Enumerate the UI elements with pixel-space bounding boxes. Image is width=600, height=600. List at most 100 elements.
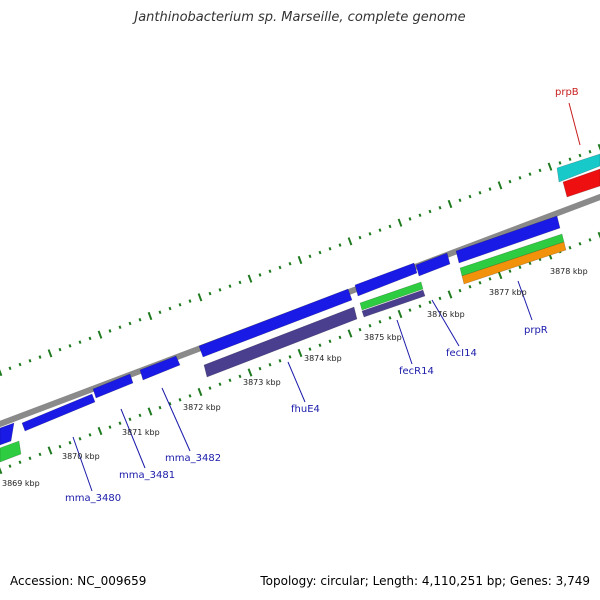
- outer-minor-tick: [338, 243, 342, 247]
- outer-minor-tick: [508, 179, 512, 184]
- inner-minor-tick: [18, 460, 22, 464]
- inner-minor-tick: [178, 398, 182, 402]
- map-title: Janthinobacterium sp. Marseille, complet…: [134, 10, 466, 25]
- inner-minor-tick: [468, 284, 472, 289]
- outer-minor-tick: [478, 191, 482, 195]
- gene-arrow-fhuE4-upper[interactable]: [198, 288, 353, 358]
- inner-major-tick: [347, 329, 353, 338]
- outer-major-tick: [347, 237, 353, 246]
- gene-arrow-fecR14[interactable]: [361, 289, 426, 318]
- outer-major-tick: [597, 143, 600, 151]
- inner-minor-tick: [418, 304, 422, 308]
- gene-arrow-prpB-cyan[interactable]: [556, 153, 600, 183]
- inner-major-tick: [497, 270, 503, 280]
- genome-summary-text: Topology: circular; Length: 4,110,251 bp…: [260, 574, 590, 588]
- gene-label-prpR: prpR: [524, 325, 548, 336]
- inner-minor-tick: [338, 335, 342, 340]
- outer-minor-tick: [288, 261, 292, 266]
- inner-minor-tick: [228, 378, 232, 383]
- outer-major-tick: [447, 199, 453, 209]
- gene-arrow-fecR14-green[interactable]: [359, 281, 424, 311]
- gene-arrow-fecI14[interactable]: [415, 252, 451, 277]
- outer-minor-tick: [208, 291, 212, 296]
- inner-major-tick: [397, 309, 403, 319]
- scale-label-3878: 3878 kbp: [550, 267, 588, 276]
- gene-arrow-prpB[interactable]: [562, 168, 600, 198]
- outer-major-tick: [47, 349, 53, 358]
- inner-minor-tick: [328, 339, 332, 344]
- outer-minor-tick: [158, 310, 162, 315]
- gene-label-prpB: prpB: [555, 87, 579, 98]
- outer-minor-tick: [328, 247, 332, 251]
- outer-minor-tick: [518, 176, 522, 180]
- inner-minor-tick: [568, 245, 572, 250]
- inner-minor-tick: [128, 417, 132, 422]
- outer-minor-tick: [538, 168, 542, 173]
- inner-minor-tick: [408, 308, 412, 312]
- inner-tick-track: [0, 231, 600, 475]
- inner-minor-tick: [158, 405, 162, 410]
- gene-arrow-prpR[interactable]: [461, 241, 567, 285]
- outer-minor-tick: [408, 217, 412, 221]
- inner-minor-tick: [508, 269, 512, 273]
- outer-minor-tick: [108, 329, 112, 333]
- inner-minor-tick: [118, 421, 122, 425]
- gene-label-fecR14: fecR14: [399, 366, 434, 377]
- inner-minor-tick: [88, 433, 92, 437]
- outer-minor-tick: [558, 161, 562, 165]
- gene-arrow-fhuE4[interactable]: [203, 306, 358, 378]
- gene-arrow-fecR14-upper[interactable]: [354, 262, 418, 297]
- gene-arrow-prpR-upper[interactable]: [455, 215, 561, 264]
- inner-minor-tick: [518, 265, 522, 269]
- accession-text: Accession: NC_009659: [10, 574, 147, 588]
- inner-major-tick: [297, 348, 303, 358]
- outer-minor-tick: [78, 340, 82, 344]
- outer-minor-tick: [58, 347, 62, 352]
- inner-major-tick: [197, 387, 203, 397]
- inner-minor-tick: [68, 440, 72, 445]
- outer-minor-tick: [168, 306, 172, 311]
- inner-minor-tick: [278, 359, 282, 363]
- inner-minor-tick: [78, 437, 82, 441]
- inner-minor-tick: [488, 277, 492, 281]
- outer-minor-tick: [238, 280, 242, 285]
- outer-tick-track: [0, 143, 600, 377]
- inner-minor-tick: [288, 355, 292, 359]
- outer-minor-tick: [28, 359, 32, 363]
- gene-arrow-mma-3481[interactable]: [92, 373, 134, 399]
- gene-arrow-mma-3482[interactable]: [139, 355, 181, 381]
- inner-minor-tick: [578, 242, 582, 246]
- inner-minor-tick: [478, 281, 482, 285]
- gene-arrow-lower-left[interactable]: [0, 422, 15, 446]
- scale-label-3873: 3873 kbp: [243, 378, 281, 387]
- outer-minor-tick: [308, 254, 312, 259]
- inner-minor-tick: [218, 382, 222, 386]
- outer-minor-tick: [8, 366, 12, 371]
- outer-major-tick: [497, 181, 503, 190]
- outer-minor-tick: [428, 209, 432, 214]
- gene-arrow-mma-3480[interactable]: [21, 393, 96, 432]
- inner-minor-tick: [58, 444, 62, 449]
- outer-minor-tick: [278, 265, 282, 270]
- scale-label-3872: 3872 kbp: [183, 403, 221, 412]
- scale-label-3876: 3876 kbp: [427, 310, 465, 319]
- outer-minor-tick: [268, 269, 272, 273]
- outer-major-tick: [547, 162, 553, 171]
- inner-minor-tick: [428, 300, 432, 305]
- gene-labels: mma_3480 mma_3481 mma_3482 fhuE4 fecR14 …: [65, 87, 579, 504]
- inner-minor-tick: [138, 413, 142, 418]
- inner-minor-tick: [528, 261, 532, 266]
- outer-major-tick: [0, 369, 3, 377]
- inner-minor-tick: [108, 425, 112, 429]
- outer-minor-tick: [528, 172, 532, 176]
- outer-minor-tick: [418, 213, 422, 217]
- inner-major-tick: [0, 467, 3, 475]
- gene-arrow-lower-left-green[interactable]: [0, 440, 22, 463]
- gene-label-mma-3481: mma_3481: [119, 470, 175, 481]
- outer-major-tick: [297, 255, 303, 265]
- inner-minor-tick: [268, 362, 272, 367]
- scale-label-3877: 3877 kbp: [489, 288, 527, 297]
- outer-minor-tick: [188, 299, 192, 303]
